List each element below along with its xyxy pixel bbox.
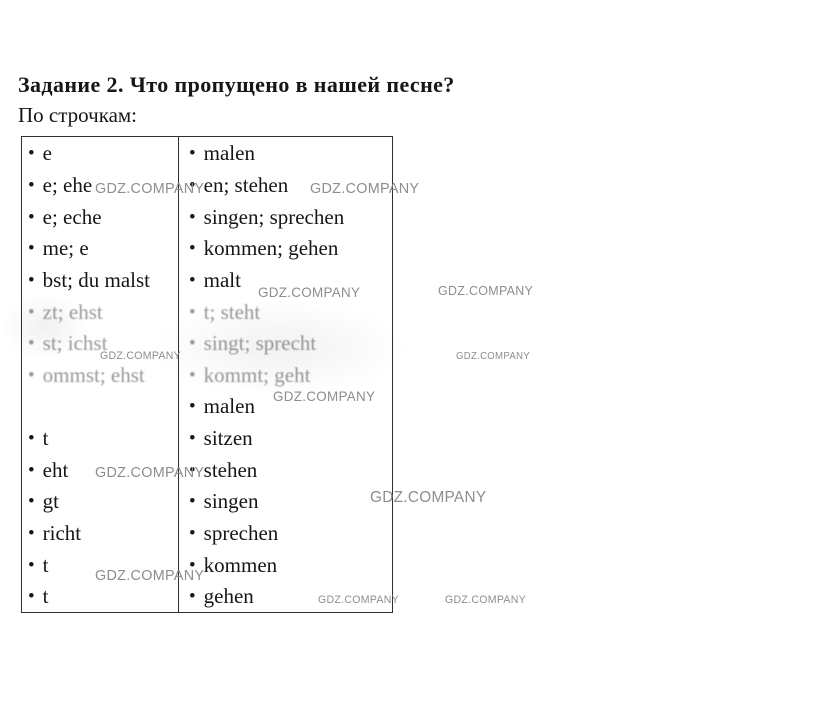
list-item: • eht — [22, 454, 178, 486]
bullet-icon: • — [189, 333, 196, 355]
list-item: • gt — [22, 486, 178, 518]
bullet-icon: • — [189, 396, 196, 418]
bullet-icon: • — [28, 459, 35, 481]
list-item: • malen — [179, 138, 392, 170]
list-item: • kommen — [179, 549, 392, 581]
answer-text: malen — [203, 394, 255, 419]
answers-table: • e • e; ehe • e; eche • me; e • bst; du malst • zt… — [21, 136, 393, 613]
watermark-text: GDZ.COMPANY — [456, 351, 530, 362]
answer-text: bst; du malst — [42, 267, 150, 292]
answer-text: sprechen — [203, 521, 279, 545]
answer-text: t — [42, 552, 49, 577]
bullet-icon: • — [28, 554, 35, 576]
list-item: • singen; sprechen — [179, 201, 392, 233]
answer-text: kommt; geht — [203, 362, 311, 387]
answer-text: kommen; gehen — [203, 236, 339, 261]
bullet-icon: • — [28, 523, 35, 544]
answer-text: sitzen — [203, 426, 253, 451]
bullet-icon: • — [28, 428, 35, 450]
list-item: • t — [22, 549, 178, 581]
bullet-icon: • — [28, 206, 35, 228]
bullet-icon: • — [189, 523, 196, 544]
answers-column-left: • e • e; ehe • e; eche • me; e • bst; du malst • zt… — [22, 137, 179, 612]
list-item: • t — [22, 423, 178, 455]
watermark-text: GDZ.COMPANY — [445, 594, 527, 606]
bullet-icon: • — [28, 364, 35, 386]
bullet-icon: • — [28, 269, 35, 291]
list-item: • sprechen — [179, 518, 392, 550]
watermark-text: GDZ.COMPANY — [438, 283, 534, 298]
bullet-icon: • — [28, 174, 35, 196]
answer-text: e; eche — [42, 204, 102, 229]
list-item: • e — [22, 138, 178, 170]
answer-text: me; e — [42, 236, 89, 261]
answer-text: st; ichst — [42, 331, 108, 356]
list-item: • singen — [179, 486, 392, 518]
answer-text: zt; ehst — [42, 299, 103, 324]
answer-text: t — [42, 426, 49, 451]
bullet-icon: • — [189, 459, 196, 481]
list-item: • kommen; gehen — [179, 233, 392, 265]
list-item: • e; eche — [22, 201, 178, 233]
answer-text: malen — [203, 141, 255, 166]
list-item: • gehen — [179, 581, 392, 613]
bullet-icon: • — [189, 206, 196, 228]
list-item: • e; ehe — [22, 170, 178, 202]
answer-text: kommen — [203, 552, 278, 577]
answer-text: stehen — [203, 457, 258, 482]
answer-text: t; steht — [203, 299, 261, 324]
bullet-icon: • — [28, 143, 35, 165]
answer-text: richt — [42, 521, 82, 545]
bullet-icon: • — [189, 428, 196, 450]
list-item: • kommt; geht — [179, 359, 392, 391]
bullet-icon: • — [189, 301, 196, 323]
list-item: • bst; du malst — [22, 265, 178, 297]
task-title: Задание 2. Что пропущено в нашей песне? — [18, 72, 455, 97]
answer-text: gt — [42, 489, 59, 514]
list-item: • singt; sprecht — [179, 328, 392, 360]
answer-text: e; ehe — [42, 172, 93, 197]
list-item: • malen — [179, 391, 392, 423]
list-item: • ommst; ehst — [22, 359, 178, 391]
list-item: • t — [22, 581, 178, 613]
list-item: • en; stehen — [179, 170, 392, 202]
answer-text: en; stehen — [203, 172, 289, 197]
answer-text: eht — [42, 457, 69, 482]
bullet-icon: • — [28, 586, 35, 608]
answer-text: singen; sprechen — [203, 204, 345, 229]
bullet-icon: • — [189, 364, 196, 386]
bullet-icon: • — [189, 269, 196, 291]
bullet-icon: • — [28, 491, 35, 513]
bullet-icon: • — [28, 238, 35, 260]
bullet-icon: • — [189, 586, 196, 608]
list-item: • malt — [179, 265, 392, 297]
answer-text: e — [42, 141, 52, 166]
bullet-icon: • — [189, 491, 196, 513]
list-item: • t; steht — [179, 296, 392, 328]
bullet-icon: • — [189, 143, 196, 165]
bullet-icon: • — [28, 333, 35, 355]
bullet-icon: • — [189, 174, 196, 196]
list-item: • stehen — [179, 454, 392, 486]
bullet-icon: • — [189, 238, 196, 260]
list-item: • zt; ehst — [22, 296, 178, 328]
answer-text: gehen — [203, 584, 254, 609]
list-item: • st; ichst — [22, 328, 178, 360]
list-item — [22, 391, 178, 423]
answer-text: singen — [203, 489, 259, 514]
list-item: • richt — [22, 518, 178, 550]
list-item: • sitzen — [179, 423, 392, 455]
answer-text: ommst; ehst — [42, 362, 145, 387]
answers-column-right: • malen • en; stehen • singen; sprechen • komme… — [179, 137, 392, 612]
task-subtitle: По строчкам: — [18, 103, 138, 127]
bullet-icon: • — [189, 554, 196, 576]
list-item: • me; e — [22, 233, 178, 265]
answer-text: singt; sprecht — [203, 331, 317, 356]
bullet-icon: • — [28, 301, 35, 323]
answer-text: malt — [203, 267, 241, 292]
answer-text: t — [42, 584, 49, 609]
